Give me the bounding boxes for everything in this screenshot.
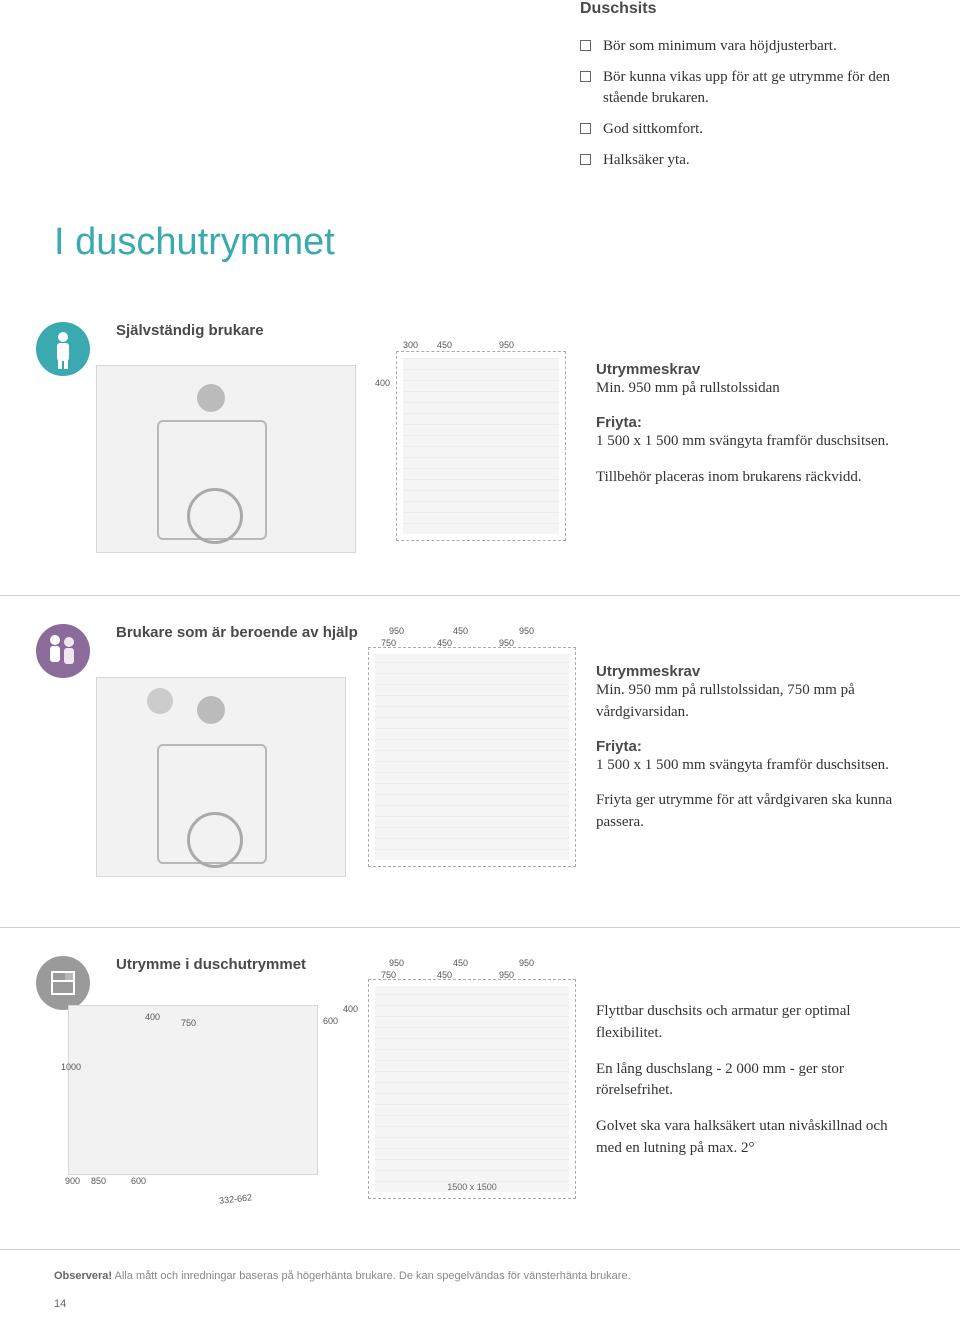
checklist-item: Bör kunna vikas upp för att ge utrymme f… <box>580 67 900 109</box>
plan-illustration: 300 450 950 400 <box>396 351 566 541</box>
extra-body: Tillbehör placeras inom brukarens räckvi… <box>596 467 900 489</box>
dim-label: 300 <box>403 340 418 350</box>
independent-user-icon <box>36 322 90 376</box>
checklist-item: Halksäker yta. <box>580 150 900 171</box>
dim-label: 450 <box>437 970 452 980</box>
dim-label: 750 <box>381 970 396 980</box>
duschsits-title: Duschsits <box>580 0 900 18</box>
checkbox-icon <box>580 71 591 82</box>
dim-label: 1000 <box>61 1062 81 1072</box>
checklist-text: Bör kunna vikas upp för att ge utrymme f… <box>603 67 900 109</box>
checklist-item: Bör som minimum vara höjdjusterbart. <box>580 36 900 57</box>
checklist-text: God sittkomfort. <box>603 119 703 140</box>
extra-body: Friyta ger utrymme för att vårdgivaren s… <box>596 790 900 834</box>
dim-label: 450 <box>437 638 452 648</box>
dim-label: 750 <box>181 1018 196 1028</box>
dim-label: 950 <box>499 638 514 648</box>
floor-label: 1500 x 1500 <box>447 1182 497 1192</box>
section-title: Självständig brukare <box>116 322 900 339</box>
para-2: En lång duschslang - 2 000 mm - ger stor… <box>596 1059 900 1103</box>
perspective-illustration <box>96 365 356 553</box>
para-3: Golvet ska vara halksäkert utan nivåskil… <box>596 1116 900 1160</box>
page-title: I duschutrymmet <box>0 211 960 294</box>
room-plan-icon <box>36 956 90 1010</box>
checkbox-icon <box>580 40 591 51</box>
plan-illustration: 950 450 950 750 450 950 600 400 1500 x 1… <box>368 979 576 1199</box>
dim-label: 450 <box>453 958 468 968</box>
checkbox-icon <box>580 123 591 134</box>
dim-label: 750 <box>381 638 396 648</box>
assisted-user-icon <box>36 624 90 678</box>
req-body: Min. 950 mm på rullstolssidan, 750 mm på… <box>596 680 900 724</box>
dim-label: 400 <box>145 1012 160 1022</box>
checklist-item: God sittkomfort. <box>580 119 900 140</box>
diagram-room: 400 750 1000 900 850 600 332-662 950 450 <box>116 989 566 1209</box>
dim-label: 950 <box>389 626 404 636</box>
friyta-heading: Friyta: <box>596 738 900 755</box>
perspective-illustration: 400 750 1000 900 850 600 332-662 <box>68 1005 318 1175</box>
friyta-body: 1 500 x 1 500 mm svängyta framför duschs… <box>596 431 900 453</box>
dim-label: 332-662 <box>219 1192 253 1205</box>
section-independent-user: Självständig brukare 300 450 950 <box>0 294 960 596</box>
perspective-illustration <box>96 677 346 877</box>
dim-label: 400 <box>375 378 390 388</box>
req-heading: Utrymmeskrav <box>596 361 900 378</box>
diagram-assisted: 950 450 950 750 450 950 <box>116 657 566 887</box>
dim-label: 900 <box>65 1176 80 1186</box>
req-body: Min. 950 mm på rullstolssidan <box>596 378 900 400</box>
checkbox-icon <box>580 154 591 165</box>
page-number: 14 <box>0 1298 960 1310</box>
checklist-text: Halksäker yta. <box>603 150 690 171</box>
duschsits-block: Duschsits Bör som minimum vara höjdjuste… <box>0 0 960 211</box>
footer-text: Alla mått och inredningar baseras på hög… <box>112 1270 631 1282</box>
friyta-body: 1 500 x 1 500 mm svängyta framför duschs… <box>596 755 900 777</box>
section-room-space: Utrymme i duschutrymmet 400 750 1000 900… <box>0 928 960 1250</box>
dim-label: 400 <box>343 1004 358 1014</box>
dim-label: 600 <box>131 1176 146 1186</box>
dim-label: 450 <box>437 340 452 350</box>
dim-label: 450 <box>453 626 468 636</box>
dim-label: 950 <box>499 340 514 350</box>
diagram-independent: 300 450 950 400 <box>116 355 566 555</box>
dim-label: 950 <box>389 958 404 968</box>
footer-note: Observera! Alla mått och inredningar bas… <box>0 1250 960 1298</box>
dim-label: 850 <box>91 1176 106 1186</box>
dim-label: 950 <box>519 958 534 968</box>
req-heading: Utrymmeskrav <box>596 663 900 680</box>
dim-label: 950 <box>519 626 534 636</box>
footer-strong: Observera! <box>54 1270 112 1282</box>
friyta-heading: Friyta: <box>596 414 900 431</box>
dim-label: 950 <box>499 970 514 980</box>
plan-illustration: 950 450 950 750 450 950 <box>368 647 576 867</box>
duschsits-checklist: Bör som minimum vara höjdjusterbart. Bör… <box>580 36 900 171</box>
para-1: Flyttbar duschsits och armatur ger optim… <box>596 1001 900 1045</box>
section-assisted-user: Brukare som är beroende av hjälp 950 450 <box>0 596 960 928</box>
checklist-text: Bör som minimum vara höjdjusterbart. <box>603 36 837 57</box>
dim-label: 600 <box>323 1016 338 1026</box>
